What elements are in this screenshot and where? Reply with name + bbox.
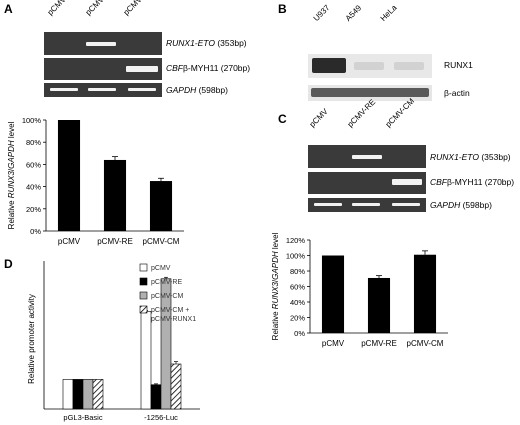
gene-label-cbfb-myh11: CBFβ-MYH11 (270bp) <box>430 177 515 187</box>
x-tick-label: pCMV-RE <box>97 237 133 246</box>
chart-panel-a: 0% 20% 40% 60% 80% 100% pCMV pCMV-RE pCMV-CM Rela… <box>7 116 184 246</box>
gel-band <box>392 179 422 185</box>
x-tick-label: pCMV-CM <box>407 339 444 348</box>
gene-label-cbfb-myh11: CBFβ-MYH11 (270bp) <box>166 63 251 73</box>
y-tick-label: 40% <box>290 298 305 307</box>
blot-band <box>354 62 384 70</box>
y-tick-label: 120% <box>286 236 306 245</box>
panel-letter-b: B <box>278 2 287 16</box>
legend-label: pCMV-RE <box>151 279 182 286</box>
blot-band <box>311 88 429 97</box>
bar <box>82 379 94 410</box>
gel-band <box>314 203 342 206</box>
blot-label-actin: β-actin <box>444 88 470 98</box>
gene-label-gapdh: GAPDH (598bp) <box>166 85 228 95</box>
blot-band <box>394 62 424 70</box>
bar <box>92 379 104 410</box>
gene-label-gapdh: GAPDH (598bp) <box>430 200 492 210</box>
gel-strip-cbfb-myh11 <box>308 172 426 194</box>
legend-label: pCMV <box>151 265 171 272</box>
gel-strip-gapdh <box>308 198 426 212</box>
bar <box>72 379 84 410</box>
gel-band <box>392 203 420 206</box>
x-tick-label: pCMV-CM <box>143 237 180 246</box>
gel-band <box>352 155 382 159</box>
blot-strip-runx1 <box>308 54 432 78</box>
legend-swatch <box>139 277 148 286</box>
bar <box>413 254 437 333</box>
gel-strip-cbfb-myh11 <box>44 58 162 80</box>
bar <box>149 181 173 231</box>
x-tick-label: pCMV <box>58 237 81 246</box>
bar <box>321 255 345 333</box>
y-tick-label: 80% <box>26 138 41 147</box>
x-tick-label: -1256-Luc <box>144 413 178 422</box>
gel-strip-runx1-eto <box>308 145 426 168</box>
y-tick-label: 60% <box>290 283 305 292</box>
legend-swatch <box>139 263 148 272</box>
y-tick-label: 0% <box>294 329 305 338</box>
gel-band <box>128 88 156 91</box>
blot-strip-actin <box>308 85 432 101</box>
bar <box>150 384 162 410</box>
gel-band <box>86 42 116 46</box>
y-tick-label: 40% <box>26 183 41 192</box>
y-tick-label: 100% <box>286 252 306 261</box>
panel-letter-c: C <box>278 112 287 126</box>
bar <box>140 311 152 410</box>
legend-swatch <box>139 305 148 314</box>
y-axis-label: Relative promoter activity <box>27 294 36 384</box>
x-tick-label: pGL3-Basic <box>63 413 102 422</box>
y-tick-label: 0% <box>30 227 41 236</box>
x-tick-label: pCMV-RE <box>361 339 397 348</box>
panel-letter-d: D <box>4 257 13 271</box>
gel-band <box>88 88 116 91</box>
y-tick-label: 20% <box>290 314 305 323</box>
blot-label-runx1: RUNX1 <box>444 60 473 70</box>
legend-label: pCMV-CM <box>151 293 183 300</box>
gel-band <box>126 66 158 72</box>
bar <box>57 120 81 231</box>
y-tick-label: 80% <box>290 267 305 276</box>
y-tick-label: 20% <box>26 205 41 214</box>
legend-label: pCMV-CM + pCMV-RUNX1 <box>151 307 196 323</box>
chart-panel-d: Relative promoter activity pGL3-Basic -125… <box>27 261 200 422</box>
gel-strip-runx1-eto <box>44 32 162 55</box>
panel-letter-a: A <box>4 2 13 16</box>
bar <box>367 277 391 333</box>
gel-band <box>352 203 380 206</box>
x-tick-label: pCMV <box>322 339 345 348</box>
y-tick-label: 100% <box>22 116 42 125</box>
bar <box>170 363 182 410</box>
chart-panel-c: 0% 20% 40% 60% 80% 100% 120% pCMV pCMV-RE pCMV-CM… <box>271 232 448 348</box>
bar <box>62 379 74 410</box>
gel-strip-gapdh <box>44 83 162 97</box>
y-axis-label: Relative RUNX3/GAPDH level <box>271 232 280 340</box>
legend-swatch <box>139 291 148 300</box>
y-tick-label: 60% <box>26 160 41 169</box>
blot-band <box>312 58 346 73</box>
gene-label-runx1-eto: RUNX1-ETO (353bp) <box>430 152 511 162</box>
y-axis-label: Relative RUNX3/GAPDH level <box>7 121 16 229</box>
gene-label-runx1-eto: RUNX1-ETO (353bp) <box>166 38 247 48</box>
bar <box>103 159 127 231</box>
gel-band <box>50 88 78 91</box>
